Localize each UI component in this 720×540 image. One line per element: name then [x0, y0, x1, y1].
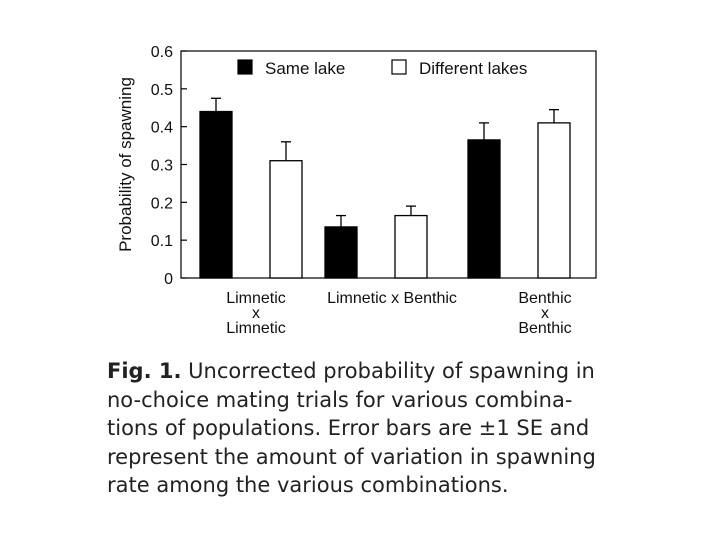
caption-line-4: represent the amount of variation in spa…	[107, 444, 596, 469]
category-label: Benthic	[518, 320, 571, 337]
y-tick-label: 0.2	[151, 195, 173, 212]
y-tick-label: 0.6	[151, 44, 173, 61]
category-label: Limnetic	[226, 320, 286, 337]
category-label: Limnetic x Benthic	[327, 290, 457, 307]
category-label: Benthic	[518, 290, 571, 307]
y-tick-label: 0.4	[151, 120, 173, 137]
y-tick-label: 0.5	[151, 82, 173, 99]
category-label: Limnetic	[226, 290, 286, 307]
y-tick-label: 0.1	[151, 233, 173, 250]
y-tick-label: 0.3	[151, 158, 173, 175]
bar	[467, 139, 501, 279]
legend-swatch	[237, 59, 253, 75]
caption-line-2: no-choice mating trials for various comb…	[107, 387, 573, 412]
caption-line-1: Uncorrected probability of spawning in	[188, 359, 595, 383]
figure-caption: Fig. 1. Uncorrected probability of spawn…	[107, 357, 627, 500]
plot-area: 0 0.1 0.2 0.3 0.4 0.5 0.6 Probability of spawni…	[116, 44, 597, 337]
bar	[394, 214, 428, 279]
legend-label: Same lake	[265, 59, 345, 78]
caption-label: Fig. 1.	[107, 359, 182, 383]
bar	[269, 160, 303, 279]
category-label: x	[541, 305, 549, 322]
y-axis-label: Probability of spawning	[116, 77, 135, 252]
plot-frame	[180, 50, 597, 279]
bar	[324, 226, 358, 279]
bar	[537, 122, 571, 279]
legend-label: Different lakes	[419, 59, 527, 78]
bar	[199, 110, 233, 279]
legend-swatch	[391, 59, 407, 75]
y-tick-label: 0	[164, 271, 173, 288]
caption-line-3: tions of populations. Error bars are ±1 …	[107, 416, 590, 440]
caption-line-5: rate among the various combinations.	[107, 473, 509, 497]
bar-chart: 0 0.1 0.2 0.3 0.4 0.5 0.6 Probability of spawni…	[116, 44, 597, 337]
category-label: x	[252, 305, 260, 322]
